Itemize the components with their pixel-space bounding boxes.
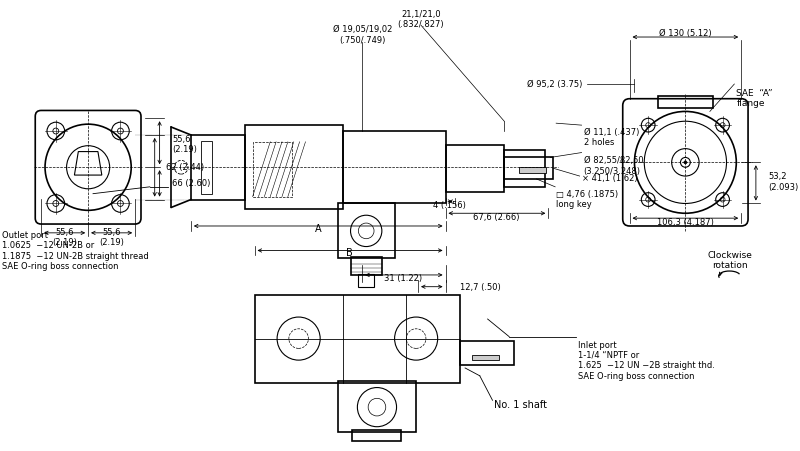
Bar [358, 274, 374, 287]
Bar [519, 167, 546, 173]
Bar [504, 157, 554, 179]
Bar [201, 141, 213, 193]
Text: 21,1/21,0
(.832/.827): 21,1/21,0 (.832/.827) [398, 9, 444, 29]
Bar [342, 131, 446, 203]
Text: A: A [315, 224, 322, 234]
FancyBboxPatch shape [622, 99, 748, 226]
Bar [472, 355, 499, 360]
Text: 106,3 (4.187): 106,3 (4.187) [657, 217, 714, 226]
Text: 31 (1.22): 31 (1.22) [384, 274, 422, 283]
FancyBboxPatch shape [35, 110, 141, 224]
Text: Ø 19,05/19,02
(.750/.749): Ø 19,05/19,02 (.750/.749) [333, 25, 392, 45]
Polygon shape [74, 152, 102, 175]
Bar [460, 341, 514, 365]
Bar [350, 258, 382, 275]
Text: Ø 130 (5.12): Ø 130 (5.12) [659, 28, 712, 37]
Bar [658, 96, 713, 107]
Text: 67,6 (2.66): 67,6 (2.66) [473, 213, 520, 222]
Text: Clockwise
rotation: Clockwise rotation [707, 251, 752, 270]
Text: 53,2
(2.093): 53,2 (2.093) [769, 172, 799, 192]
Text: B: B [346, 249, 353, 258]
Text: 55,6
(2.19): 55,6 (2.19) [172, 135, 198, 154]
Bar [338, 203, 394, 258]
Bar [191, 135, 245, 199]
Bar [446, 145, 504, 192]
Text: 62 (2.44): 62 (2.44) [166, 163, 205, 172]
Text: No. 1 shaft: No. 1 shaft [494, 400, 547, 410]
Bar [245, 125, 342, 209]
Bar [353, 430, 402, 442]
Text: Ø 95,2 (3.75): Ø 95,2 (3.75) [527, 79, 582, 88]
Circle shape [684, 161, 687, 164]
Text: × 41,1 (1.62): × 41,1 (1.62) [582, 174, 638, 183]
Text: SAE  “A”
flange: SAE “A” flange [736, 89, 773, 108]
Bar [253, 142, 292, 197]
Bar [504, 150, 546, 187]
Text: 55,6
(2.19): 55,6 (2.19) [99, 228, 124, 248]
Text: □ 4,76 (.1875)
long key: □ 4,76 (.1875) long key [556, 190, 618, 209]
Text: Inlet port
1-1/4 “NPTF or
1.625  −12 UN −2B straight thd.
SAE O-ring boss connec: Inlet port 1-1/4 “NPTF or 1.625 −12 UN −… [578, 341, 714, 381]
Text: 4 (.156): 4 (.156) [433, 201, 466, 210]
Text: Outlet port
1.0625  −12 UN-2B or
1.1875  −12 UN-2B straight thread
SAE O-ring bo: Outlet port 1.0625 −12 UN-2B or 1.1875 −… [2, 231, 149, 271]
Text: Ø 82,55/82,50
(3.250/3.248): Ø 82,55/82,50 (3.250/3.248) [583, 156, 643, 176]
Text: 66 (2.60): 66 (2.60) [172, 179, 210, 189]
Bar [254, 295, 460, 382]
Text: 55,6
(2.19): 55,6 (2.19) [52, 228, 77, 248]
Text: 12,7 (.50): 12,7 (.50) [460, 283, 501, 292]
Bar [338, 381, 416, 432]
Text: Ø 11,1 (.437)
2 holes: Ø 11,1 (.437) 2 holes [583, 128, 639, 147]
